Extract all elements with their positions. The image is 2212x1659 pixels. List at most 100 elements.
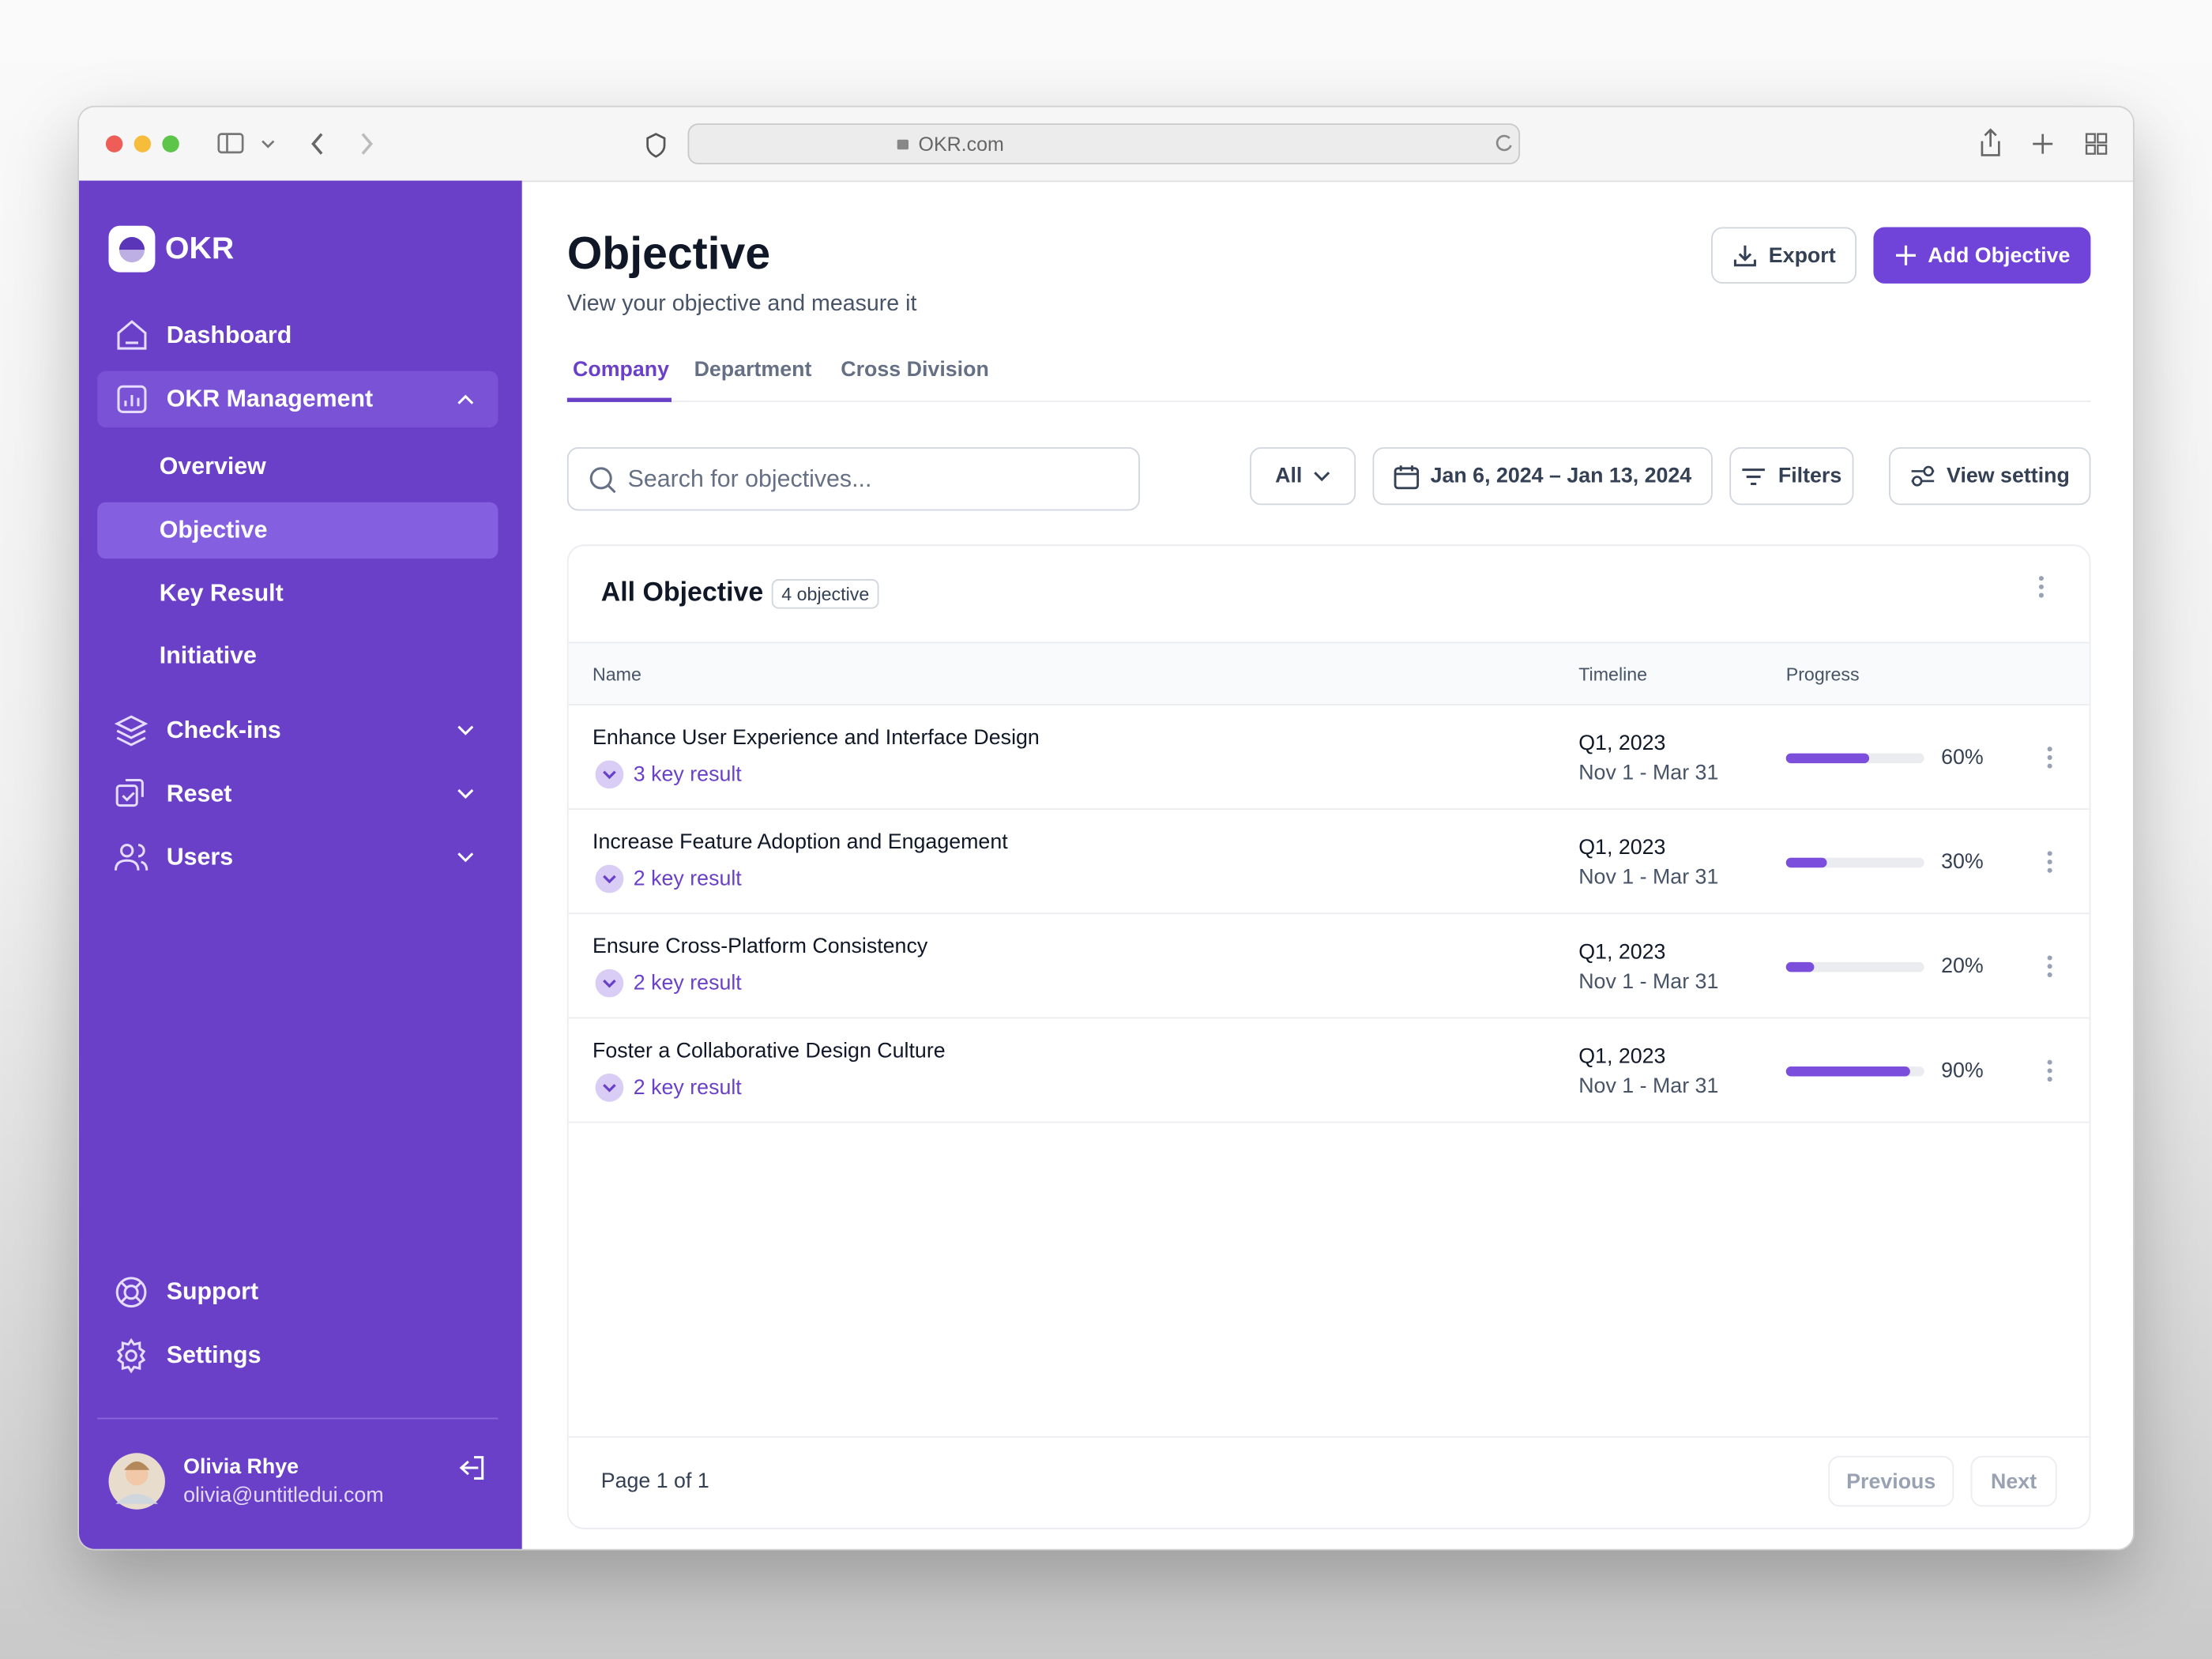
column-header: Timeline [1578,664,1648,685]
search-placeholder: Search for objectives... [627,465,872,492]
timeline-dates: Nov 1 - Mar 31 [1578,969,1719,995]
progress-label: 60% [1941,745,1984,770]
nav-item[interactable]: Reset [166,780,232,807]
timeline-quarter: Q1, 2023 [1578,836,1666,860]
key-result-link[interactable]: 2 key result [633,867,742,891]
user-email: olivia@untitledui.com [183,1483,384,1508]
nav-item[interactable]: Check-ins [166,717,281,744]
row-divider [568,1017,2090,1019]
sub-nav-item[interactable]: Overview [159,453,266,480]
footer-divider [568,1435,2090,1438]
page-subtitle: View your objective and measure it [566,292,917,316]
tab-border [566,401,2091,402]
expand-icon[interactable] [595,760,624,789]
page-title: Objective [566,228,771,279]
nav-active-group [97,371,498,428]
objective-name: Increase Feature Adoption and Engagement [592,830,1008,855]
nav-item[interactable]: Users [166,843,234,871]
tab-indicator [566,397,672,402]
timeline-quarter: Q1, 2023 [1578,1044,1666,1069]
card-menu[interactable] [0,0,2044,598]
chevron [603,875,616,884]
browser-controls [105,123,2108,165]
progress-bar [1785,1066,1911,1077]
dropdown-label: All [1275,464,1303,488]
export-button[interactable]: Export [1711,227,1856,284]
row-menu[interactable] [2047,851,2052,874]
kebab-icon [2047,747,2052,769]
row-divider [568,808,2090,810]
key-result-link[interactable]: 3 key result [633,762,742,787]
expand-icon[interactable] [595,969,624,998]
key-result-link[interactable]: 2 key result [633,971,742,995]
key-result-link[interactable]: 2 key result [633,1075,742,1100]
progress-label: 30% [1941,849,1984,875]
table-card [566,544,2091,1529]
timeline-dates: Nov 1 - Mar 31 [1578,761,1719,785]
view-setting-button[interactable]: View setting [1889,447,2091,506]
progress-bar [1785,753,1869,764]
all-dropdown[interactable]: All [1250,447,1356,506]
search-input[interactable]: Search for objectives... [566,447,1140,511]
nav-item[interactable]: Settings [166,1341,261,1369]
kebab-icon [2047,955,2052,977]
button-label: View setting [1947,464,2070,488]
nav-item[interactable]: Support [166,1277,259,1305]
chevron [603,979,616,988]
add-button[interactable]: Add Objective [1873,227,2091,284]
kebab-icon [2047,851,2052,873]
sub-nav-item[interactable]: Objective [159,516,268,544]
row-menu[interactable] [2047,1059,2052,1082]
date-range-label: Jan 6, 2024 – Jan 13, 2024 [1430,464,1692,488]
brand: OKR [164,230,235,265]
filters-button[interactable]: Filters [1729,447,1854,506]
chevron [603,770,616,780]
page-indicator: Page 1 of 1 [600,1469,709,1494]
timeline-quarter: Q1, 2023 [1578,731,1666,756]
objective-name: Enhance User Experience and Interface De… [592,725,1040,750]
table-header [568,641,2090,705]
url[interactable]: OKR.com [918,132,1004,156]
kebab-icon [2047,1059,2052,1082]
progress-track [1785,961,1924,972]
card-title: All Objective [600,578,764,608]
row-divider [568,912,2090,915]
tab[interactable]: Company [572,357,670,382]
next-button[interactable]: Next [1970,1455,2057,1507]
objective-name: Ensure Cross-Platform Consistency [592,935,928,959]
tab[interactable]: Department [694,357,812,382]
button-label: Next [1991,1469,2037,1494]
expand-icon[interactable] [595,864,624,893]
previous-button[interactable]: Previous [1828,1455,1954,1507]
nav-active-item [97,502,498,559]
column-header: Name [592,664,641,685]
sub-nav-item[interactable]: Initiative [159,641,257,669]
sidebar-icons [108,225,484,1510]
nav-item[interactable]: Dashboard [166,322,292,349]
expand-icon[interactable] [595,1073,624,1102]
column-header: Progress [1785,664,1860,685]
divider [97,1417,498,1420]
progress-label: 20% [1941,954,1984,979]
nav-item[interactable]: OKR Management [166,385,374,412]
progress-label: 90% [1941,1059,1984,1083]
chevron [603,1084,616,1093]
timeline-quarter: Q1, 2023 [1578,940,1666,965]
progress-bar [1785,961,1814,972]
button-label: Filters [1778,464,1842,488]
count-badge: 4 objective [771,579,879,609]
button-label: Add Objective [1928,243,2071,268]
timeline-dates: Nov 1 - Mar 31 [1578,1074,1719,1099]
objective-name: Foster a Collaborative Design Culture [592,1039,946,1063]
timeline-dates: Nov 1 - Mar 31 [1578,865,1719,890]
row-menu[interactable] [2047,747,2052,769]
button-label: Export [1768,243,1836,268]
row-menu[interactable] [2047,955,2052,978]
sub-nav-item[interactable]: Key Result [159,579,284,607]
date-range[interactable]: Jan 6, 2024 – Jan 13, 2024 [1372,447,1713,506]
button-label: Previous [1846,1469,1936,1494]
tab[interactable]: Cross Division [841,357,989,382]
row-divider [568,1121,2090,1123]
